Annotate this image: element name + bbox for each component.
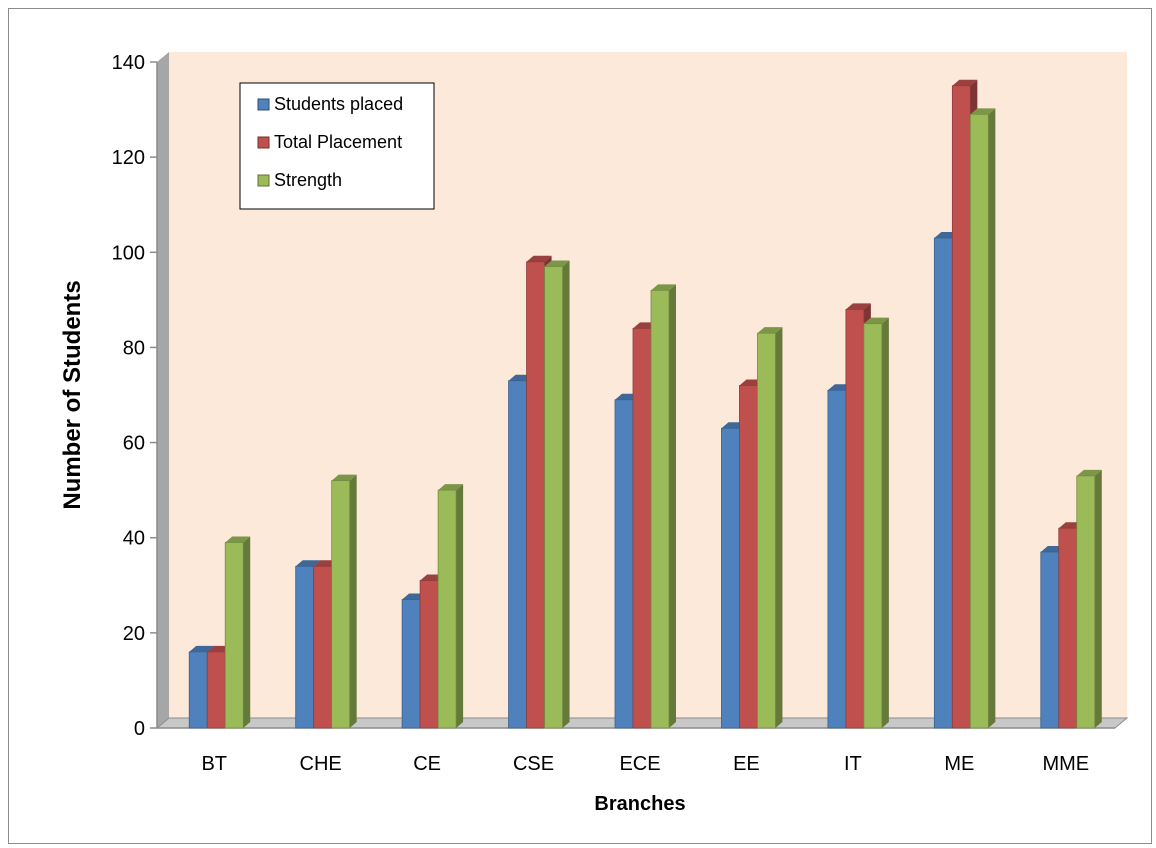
bar-top [1076,469,1102,476]
bar-front [863,323,883,729]
bar-top [651,284,676,291]
x-tick-label: MME [1042,753,1089,775]
x-tick-label: CE [413,753,441,775]
bar [1076,469,1102,729]
y-tick-label: 100 [112,242,145,264]
bar-front [295,565,315,729]
bar-top [331,474,357,481]
bar-front [632,327,652,729]
bar-front [721,427,740,729]
x-tick-label: IT [844,753,862,775]
bar-front [827,389,847,729]
bar-side [349,474,357,728]
bar [757,327,783,729]
y-tick-label: 120 [112,147,145,169]
bar-front [933,237,953,729]
x-tick-label: CHE [300,753,342,775]
bar-front [951,85,971,729]
bar-side [775,327,783,728]
bar-front [757,332,776,729]
x-tick-label: ME [944,753,974,775]
legend-item: Students placed [257,94,403,114]
legend-swatch [257,136,270,149]
bar-side [669,284,676,728]
bar-side [562,260,570,728]
bar-side [988,108,996,729]
bar-front [544,266,563,729]
legend-items: Students placed Total Placement Strength [257,94,403,190]
legend: Students placed Total Placement Strength [239,82,435,210]
legend-label: Students placed [274,94,403,114]
y-tick-label: 140 [112,52,145,74]
legend-swatch [257,174,270,187]
bar-side [456,484,464,728]
bar-front [614,399,634,729]
bar-side [881,317,889,728]
bar-top [189,645,215,652]
bar-front [437,489,457,729]
bar-front [845,308,865,729]
bar-top [970,108,996,115]
y-axis-title: Number of Students [59,280,86,509]
legend-swatch [257,98,270,111]
bar-top [438,484,464,491]
bar-side [243,536,251,728]
y-tick-label: 20 [123,623,145,645]
y-tick-label: 0 [134,718,145,740]
bar-side [1094,469,1102,728]
legend-box [239,82,435,210]
side-wall [157,52,169,728]
legend-item: Total Placement [257,132,402,152]
bar-front [508,380,527,729]
x-tick-label: EE [733,753,760,775]
bar-front [969,113,989,729]
bar [969,108,996,729]
legend-item: Strength [257,170,342,190]
bar-top [526,255,552,262]
bar-front [331,480,351,729]
bar-front [224,542,244,729]
bar-top [295,560,321,567]
bars [188,79,1102,729]
bar-front [1058,527,1078,729]
bar [224,536,251,729]
bar-top [952,79,978,86]
bar-top [225,536,251,543]
y-tick-label: 80 [123,337,145,359]
bar-front [419,580,439,729]
bar-front [313,565,333,729]
x-tick-label: CSE [513,753,554,775]
bar-top [863,317,889,324]
bar-top [544,260,570,267]
bar [863,317,889,729]
x-tick-label: BT [201,753,227,775]
bar-front [650,289,670,729]
bar [544,260,570,729]
bar [650,284,676,729]
bar-top [757,327,783,334]
bar-front [739,385,758,729]
bar-front [401,599,421,729]
bar-front [526,261,545,729]
bar-top [845,303,871,310]
axes: 0 20 40 60 80 100 120 140 BT CHE CE CSE ECE EE IT ME MME [112,52,1115,775]
y-tick-label: 60 [123,433,145,455]
bar [331,474,357,729]
bar-front [1040,551,1060,729]
y-tick-label: 40 [123,528,145,550]
bar-front [188,651,208,729]
bar-front [206,651,226,729]
legend-label: Strength [274,170,342,190]
x-axis-title: Branches [594,793,685,815]
x-tick-label: ECE [619,753,660,775]
legend-label: Total Placement [274,132,402,152]
bar [437,484,464,729]
bar-front [1076,475,1096,729]
